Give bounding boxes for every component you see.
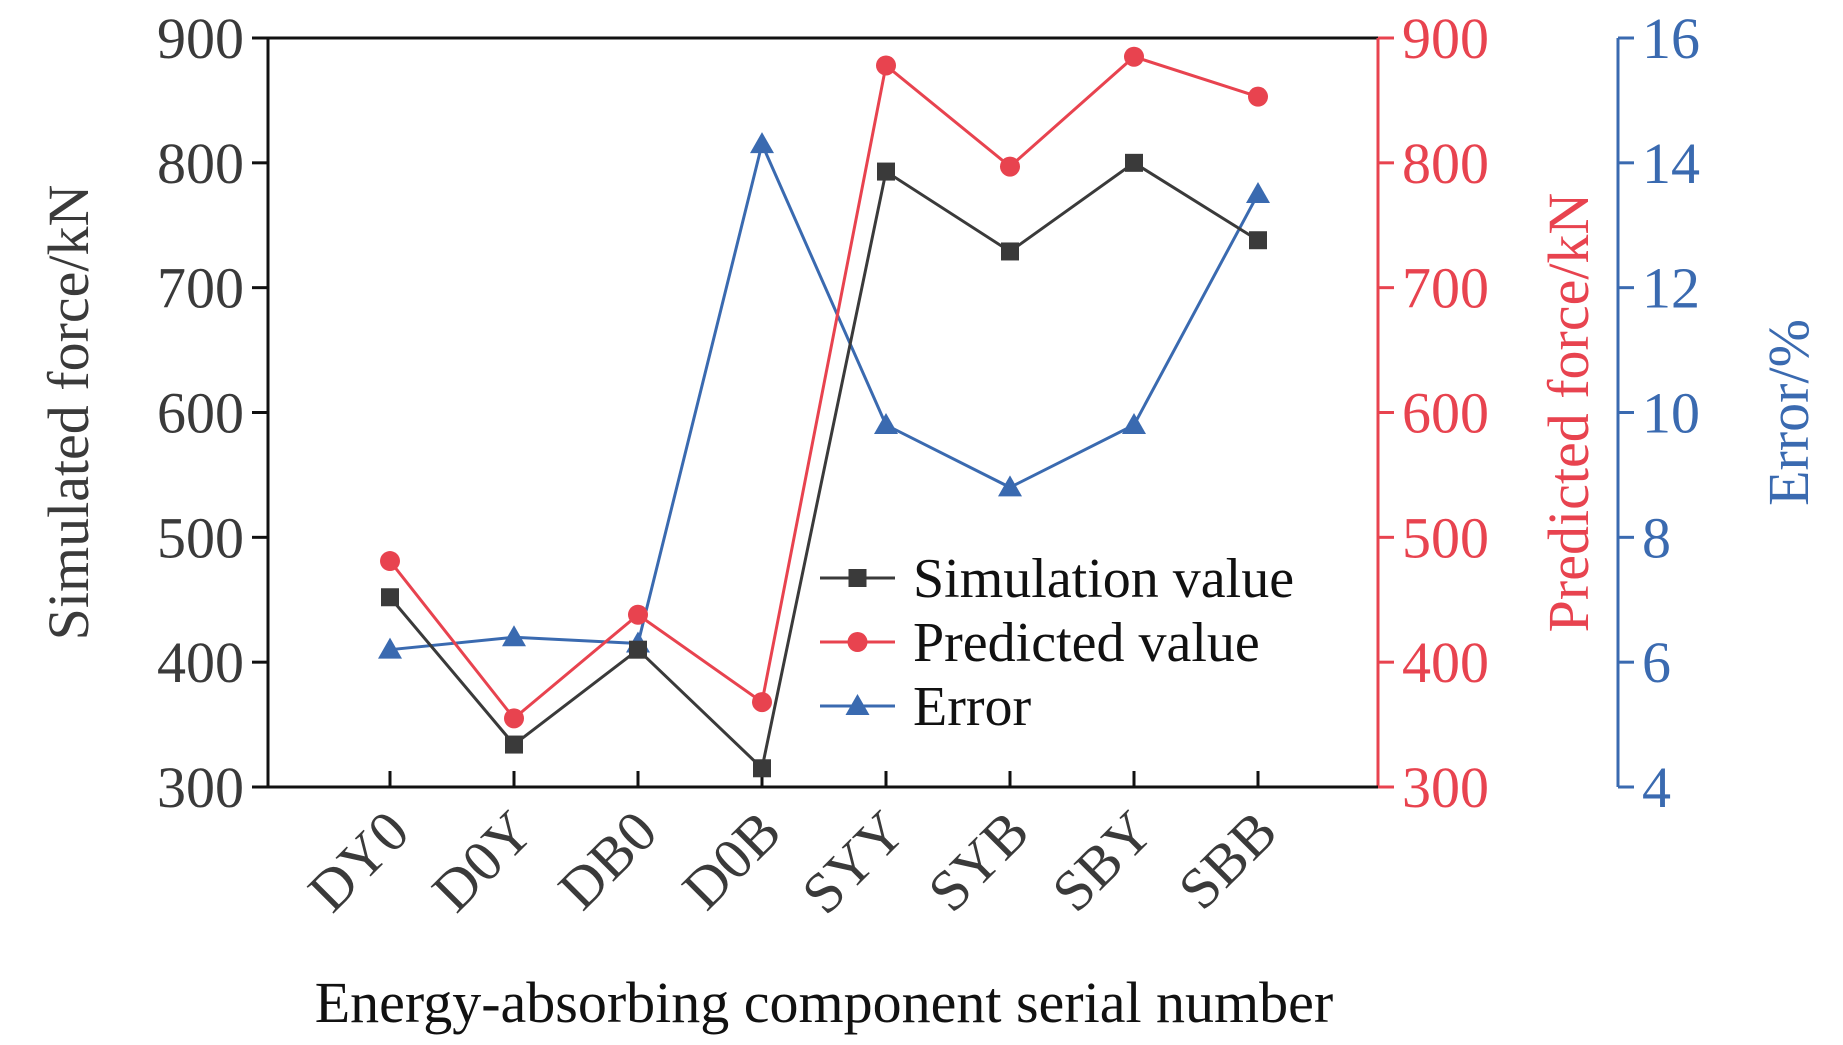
left-axis: 300 400 500 600 700 800 900 Simulated force/kN (36, 6, 270, 820)
x-tick-label: SYY (789, 798, 917, 926)
error-axis-title: Error/% (1756, 319, 1821, 506)
data-point (750, 132, 774, 154)
series-predicted-value (380, 46, 1268, 729)
data-point (1124, 46, 1144, 67)
predicted-tick-label: 500 (1402, 505, 1489, 570)
error-tick-label: 14 (1642, 131, 1700, 196)
predicted-tick-label: 600 (1402, 381, 1489, 446)
series-line (389, 139, 1260, 652)
error-axis: 4 6 8 10 12 14 16 Error/% (1616, 6, 1821, 820)
data-point (1000, 156, 1020, 177)
legend-label: Error (913, 676, 1032, 738)
legend-label: Predicted value (913, 612, 1260, 674)
x-tick-label: SYB (915, 798, 1041, 924)
x-tick-label: SBB (1166, 798, 1289, 921)
left-tick-label: 900 (157, 6, 244, 71)
data-point (753, 759, 771, 778)
x-tick-label: DB0 (546, 798, 669, 921)
left-tick-label: 400 (157, 630, 244, 695)
x-tick-label: DY0 (295, 798, 421, 924)
legend-marker (847, 632, 868, 652)
error-tick-label: 8 (1642, 505, 1671, 570)
x-axis-title: Energy-absorbing component serial number (315, 970, 1333, 1035)
data-point (502, 625, 526, 647)
data-point (505, 735, 523, 754)
data-point (1001, 242, 1019, 261)
data-point (1125, 153, 1143, 172)
left-tick-label: 600 (157, 381, 244, 446)
data-point (1122, 412, 1146, 434)
data-point (876, 55, 896, 76)
x-tick-label: SBY (1039, 798, 1165, 924)
data-point (628, 604, 648, 625)
data-point (752, 692, 772, 713)
left-tick-label: 700 (157, 256, 244, 321)
data-point (874, 412, 898, 434)
predicted-axis: 300 400 500 600 700 800 900 Predicted force/kN (1376, 6, 1601, 820)
legend-marker (845, 694, 870, 715)
data-point (629, 640, 647, 659)
series-layer (378, 46, 1270, 778)
data-point (877, 162, 895, 181)
left-tick-label: 800 (157, 131, 244, 196)
data-point (381, 588, 399, 607)
predicted-axis-title: Predicted force/kN (1536, 193, 1601, 633)
predicted-tick-label: 800 (1402, 131, 1489, 196)
error-tick-label: 4 (1642, 755, 1671, 820)
data-point (998, 475, 1022, 497)
error-tick-label: 6 (1642, 630, 1671, 695)
error-tick-label: 16 (1642, 6, 1700, 71)
left-tick-label: 300 (157, 755, 244, 820)
left-tick-label: 500 (157, 505, 244, 570)
series-line (388, 161, 1259, 772)
data-point (1249, 231, 1267, 250)
data-point (378, 637, 402, 659)
error-tick-label: 12 (1642, 256, 1700, 321)
data-point (504, 708, 524, 729)
series-line (388, 55, 1259, 721)
left-axis-title: Simulated force/kN (36, 185, 101, 641)
predicted-tick-label: 400 (1402, 630, 1489, 695)
data-point (1246, 182, 1270, 204)
data-point (380, 551, 400, 572)
x-tick-label: D0B (670, 798, 793, 921)
series-simulation-value (381, 153, 1267, 778)
error-tick-label: 10 (1642, 381, 1700, 446)
predicted-tick-label: 300 (1402, 755, 1489, 820)
predicted-tick-label: 700 (1402, 256, 1489, 321)
predicted-tick-label: 900 (1402, 6, 1489, 71)
legend-marker (848, 569, 867, 587)
x-tick-label: D0Y (419, 798, 545, 924)
legend-label: Simulation value (913, 548, 1294, 610)
data-point (1248, 86, 1268, 107)
